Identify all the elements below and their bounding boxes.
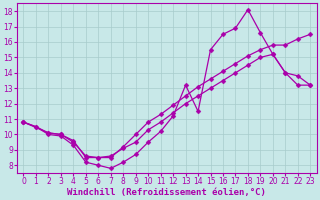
- X-axis label: Windchill (Refroidissement éolien,°C): Windchill (Refroidissement éolien,°C): [68, 188, 266, 197]
